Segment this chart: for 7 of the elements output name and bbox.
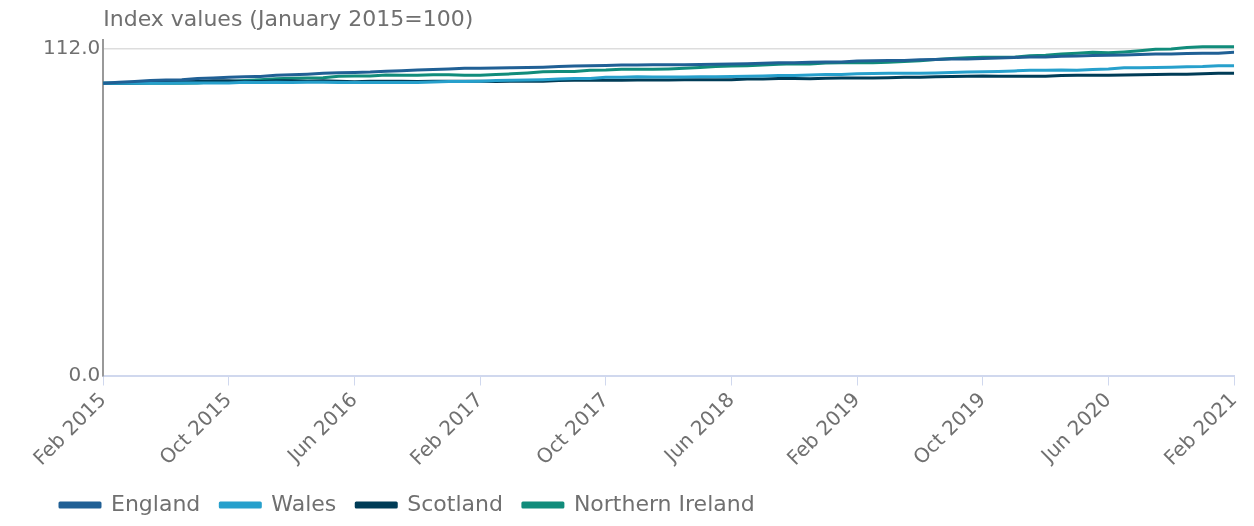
y-axis-title: Index values (January 2015=100) xyxy=(103,6,474,31)
legend-label: England xyxy=(111,490,201,516)
legend-label: Wales xyxy=(271,490,337,516)
y-tick-label: 112.0 xyxy=(42,34,101,59)
legend-label: Scotland xyxy=(407,490,503,516)
legend-label: Northern Ireland xyxy=(573,490,755,516)
y-tick-label: 0.0 xyxy=(68,361,101,386)
